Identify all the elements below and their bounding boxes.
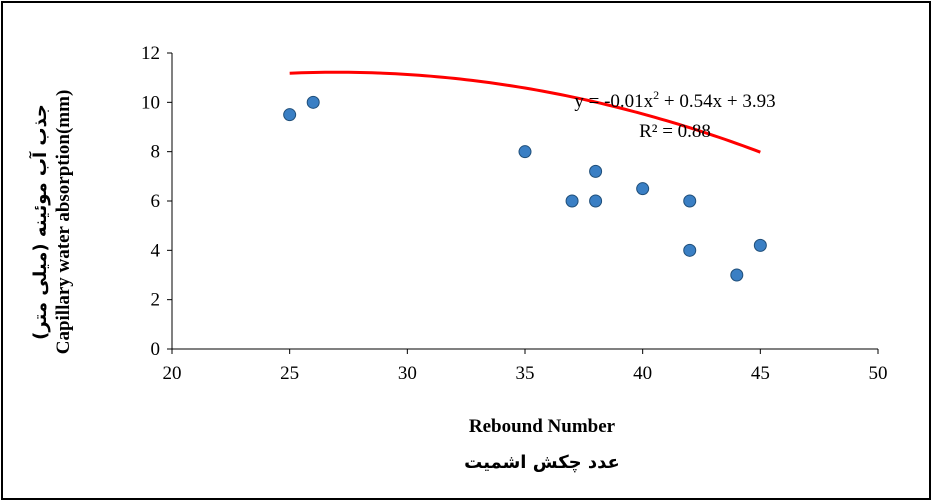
x-tick-label: 40 (633, 363, 652, 384)
x-tick-label: 45 (751, 363, 770, 384)
data-point (683, 243, 697, 257)
data-point (589, 194, 603, 208)
y-tick-label: 0 (151, 339, 161, 360)
data-point (730, 268, 744, 282)
y-tick-label: 10 (141, 92, 160, 113)
x-tick-label: 20 (163, 363, 182, 384)
y-tick-label: 4 (151, 240, 161, 261)
x-tick-label: 35 (516, 363, 535, 384)
data-point (753, 238, 767, 252)
y-tick-label: 2 (151, 290, 161, 311)
y-tick-label: 8 (151, 142, 161, 163)
data-point (683, 194, 697, 208)
axes (167, 52, 879, 354)
trendline-group (289, 70, 761, 154)
y-axis-title: Capillary water absorption(mm) (53, 90, 74, 355)
r-squared-label: R² = 0.88 (639, 121, 711, 142)
x-tick-label: 50 (869, 363, 888, 384)
y-axis-title-persian: جذب آب موئینه (میلی متر) (28, 104, 51, 340)
x-axis-title-persian: عدد چکش اشمیت (464, 452, 620, 473)
data-point (565, 194, 579, 208)
data-points (283, 95, 767, 282)
y-tick-label: 12 (141, 43, 160, 64)
x-tick-labels: 20 25 30 35 40 45 50 (163, 363, 888, 384)
data-point (306, 95, 320, 109)
y-tick-label: 6 (151, 191, 161, 212)
y-tick-labels: 0 2 4 6 8 10 12 (141, 43, 161, 360)
x-tick-label: 25 (280, 363, 299, 384)
data-point (589, 164, 603, 178)
x-tick-label: 30 (398, 363, 417, 384)
trendline-equation: y = -0.01x2 + 0.54x + 3.93 (574, 88, 775, 112)
trendline (289, 70, 761, 154)
x-axis-title: Rebound Number (469, 416, 616, 437)
data-point (518, 145, 532, 159)
data-point (283, 108, 297, 122)
data-point (636, 182, 650, 196)
